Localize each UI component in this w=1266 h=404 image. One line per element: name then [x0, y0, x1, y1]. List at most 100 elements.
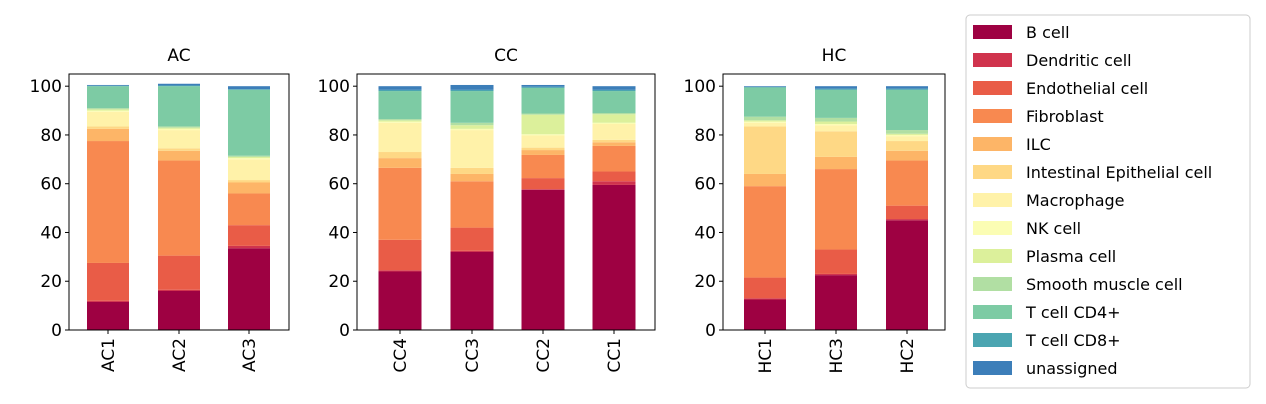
- bar-segment-hc3-endothelial-cell: [815, 249, 857, 274]
- legend-label-fibroblast: Fibroblast: [1026, 107, 1104, 126]
- bar-segment-cc4-t-cell-cd4-: [378, 91, 422, 120]
- y-tick-label: 40: [40, 223, 62, 243]
- bar-segment-hc2-unassigned: [886, 86, 928, 89]
- bar-segment-hc1-dendritic-cell: [744, 298, 786, 300]
- bar-segment-cc1-fibroblast: [592, 145, 636, 172]
- bar-segment-cc3-b-cell: [450, 251, 494, 330]
- bar-segment-ac1-ilc: [87, 128, 129, 142]
- chart-panels: 0 20 40 60 80 100 AC1 AC2 AC3 AC 0 20 40 60 80 100 CC4 CC…: [30, 46, 946, 373]
- bar-segment-ac1-fibroblast: [87, 141, 129, 263]
- x-tick-label: CC4: [391, 338, 411, 373]
- bar-segment-ac2-intestinal-epithelial-cell: [158, 148, 200, 151]
- legend-label-t-cell-cd8-: T cell CD8+: [1025, 331, 1121, 350]
- bar-segment-cc3-fibroblast: [450, 181, 494, 228]
- bar-segment-hc1-fibroblast: [744, 186, 786, 278]
- bar-segment-ac1-dendritic-cell: [87, 300, 129, 302]
- y-tick-label: 100: [318, 77, 350, 97]
- legend-swatch-b-cell: [973, 25, 1012, 39]
- bar-segment-ac2-fibroblast: [158, 160, 200, 256]
- y-tick-label: 20: [328, 272, 350, 292]
- bar-segment-ac1-unassigned: [87, 84, 129, 86]
- bar-segment-cc3-plasma-cell: [450, 125, 494, 129]
- bar-segment-hc2-t-cell-cd8-: [886, 88, 928, 90]
- bar-segment-ac2-b-cell: [158, 290, 200, 330]
- bar-segment-hc3-nk-cell: [815, 123, 857, 126]
- bar-segment-hc2-endothelial-cell: [886, 205, 928, 220]
- bar-segment-hc3-fibroblast: [815, 169, 857, 250]
- legend-label-b-cell: B cell: [1026, 23, 1070, 42]
- panel-cc: 0 20 40 60 80 100 CC4 CC3 CC2 CC1 CC: [318, 46, 656, 373]
- axes-frame: [722, 73, 946, 331]
- bar-segment-hc1-endothelial-cell: [744, 277, 786, 299]
- bar-segment-ac2-t-cell-cd4-: [158, 86, 200, 127]
- y-tick-label: 0: [705, 321, 716, 341]
- bar-segment-ac1-b-cell: [87, 301, 129, 330]
- legend-label-plasma-cell: Plasma cell: [1026, 247, 1116, 266]
- bar-segment-ac3-b-cell: [228, 248, 270, 330]
- bar-segment-hc3-ilc: [815, 156, 857, 170]
- bar-segment-cc1-t-cell-cd8-: [592, 89, 636, 92]
- bar-segment-cc4-smooth-muscle-cell: [378, 119, 422, 121]
- bar-segment-hc3-macrophage: [815, 125, 857, 132]
- bar-segment-ac3-t-cell-cd8-: [228, 89, 270, 90]
- bar-segment-hc1-unassigned: [744, 86, 786, 87]
- bar-segment-cc4-ilc: [378, 158, 422, 168]
- panel-hc: 0 20 40 60 80 100 HC1 HC3 HC2 HC: [684, 46, 946, 373]
- x-tick-label: HC1: [756, 338, 776, 373]
- panel-title: CC: [494, 46, 518, 66]
- bar-segment-ac1-nk-cell: [87, 110, 129, 112]
- bar-segment-cc2-plasma-cell: [521, 114, 565, 135]
- bar-segment-cc1-macrophage: [592, 123, 636, 140]
- bar-segment-ac3-intestinal-epithelial-cell: [228, 180, 270, 183]
- bar-segment-ac1-endothelial-cell: [87, 262, 129, 301]
- bar-segment-cc1-plasma-cell: [592, 114, 636, 123]
- y-tick-label: 40: [694, 223, 716, 243]
- bar-segment-hc1-t-cell-cd4-: [744, 87, 786, 117]
- bar-segment-cc4-fibroblast: [378, 167, 422, 240]
- y-tick-label: 20: [694, 272, 716, 292]
- legend-swatch-dendritic-cell: [973, 53, 1012, 67]
- bar-segment-cc3-unassigned: [450, 84, 494, 90]
- bar-segment-ac2-plasma-cell: [158, 127, 200, 129]
- panel-title: HC: [822, 46, 847, 66]
- bar-segment-cc2-t-cell-cd8-: [521, 86, 565, 88]
- bar-segment-cc3-macrophage: [450, 130, 494, 168]
- bar-segment-ac2-smooth-muscle-cell: [158, 126, 200, 128]
- bar-segment-hc2-plasma-cell: [886, 133, 928, 135]
- bar-segment-ac3-fibroblast: [228, 193, 270, 226]
- bar-segment-ac1-smooth-muscle-cell: [87, 108, 129, 110]
- y-tick-label: 60: [694, 175, 716, 195]
- bar-segment-cc4-unassigned: [378, 86, 422, 90]
- legend-swatch-nk-cell: [973, 221, 1012, 235]
- legend-label-unassigned: unassigned: [1026, 359, 1118, 378]
- legend-label-endothelial-cell: Endothelial cell: [1026, 79, 1148, 98]
- legend-swatch-fibroblast: [973, 109, 1012, 123]
- bar-segment-hc3-intestinal-epithelial-cell: [815, 131, 857, 157]
- bar-segment-hc1-b-cell: [744, 299, 786, 330]
- bar-segment-hc3-smooth-muscle-cell: [815, 117, 857, 122]
- x-tick-label: CC2: [534, 338, 554, 373]
- legend-swatch-t-cell-cd4-: [973, 305, 1012, 319]
- bar-segment-hc2-ilc: [886, 150, 928, 161]
- bar-segment-cc2-b-cell: [521, 189, 565, 330]
- bar-segment-cc4-endothelial-cell: [378, 239, 422, 271]
- legend-swatch-ilc: [973, 137, 1012, 151]
- y-tick-label: 40: [328, 223, 350, 243]
- bar-segment-cc1-unassigned: [592, 86, 636, 90]
- bar-segment-ac3-t-cell-cd4-: [228, 89, 270, 156]
- y-tick-label: 20: [40, 272, 62, 292]
- bar-segment-ac3-ilc: [228, 182, 270, 194]
- bar-segment-ac3-dendritic-cell: [228, 245, 270, 249]
- bar-segment-ac2-unassigned: [158, 83, 200, 86]
- bar-segment-cc3-dendritic-cell: [450, 250, 494, 252]
- legend-swatch-unassigned: [973, 361, 1012, 375]
- bar-segment-ac3-unassigned: [228, 86, 270, 90]
- bar-segment-hc2-macrophage: [886, 136, 928, 142]
- bar-segment-cc4-plasma-cell: [378, 120, 422, 122]
- x-tick-label: AC2: [170, 338, 190, 372]
- y-tick-label: 100: [684, 77, 716, 97]
- bar-segment-ac1-t-cell-cd4-: [87, 86, 129, 109]
- bar-segment-hc3-t-cell-cd8-: [815, 88, 857, 90]
- x-tick-label: HC3: [827, 338, 847, 373]
- legend-label-nk-cell: NK cell: [1026, 219, 1081, 238]
